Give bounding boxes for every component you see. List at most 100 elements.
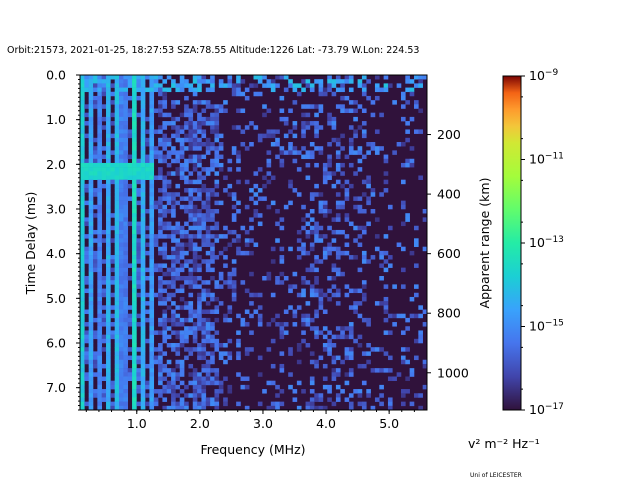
heatmap-cell	[93, 150, 98, 155]
heatmap-cell	[140, 405, 146, 411]
heatmap-cell	[162, 330, 168, 335]
heatmap-cell	[149, 401, 155, 407]
heatmap-cell	[119, 100, 124, 105]
heatmap-cell	[192, 162, 198, 168]
heatmap-cell	[171, 158, 176, 164]
heatmap-cell	[275, 142, 280, 147]
heatmap-cell	[210, 104, 215, 109]
heatmap-cell	[80, 154, 85, 160]
heatmap-cell	[210, 246, 215, 252]
heatmap-cell	[331, 183, 337, 189]
heatmap-cell	[101, 397, 107, 402]
heatmap-cell	[119, 326, 124, 331]
heatmap-cell	[127, 322, 133, 327]
heatmap-cell	[353, 108, 358, 113]
heatmap-cell	[140, 368, 146, 373]
heatmap-cell	[149, 100, 155, 105]
heatmap-cell	[236, 246, 241, 252]
heatmap-cell	[162, 146, 168, 151]
heatmap-cell	[84, 338, 89, 344]
heatmap-cell	[270, 292, 276, 298]
heatmap-cell	[422, 322, 428, 327]
heatmap-cell	[240, 225, 246, 231]
heatmap-cell	[383, 309, 389, 314]
heatmap-cell	[123, 83, 129, 88]
heatmap-cell	[97, 137, 102, 143]
heatmap-cell	[197, 162, 202, 168]
heatmap-cell	[140, 380, 146, 386]
heatmap-cell	[119, 255, 124, 260]
heatmap-cell	[383, 305, 389, 310]
heatmap-cell	[279, 108, 285, 113]
heatmap-cell	[188, 246, 194, 252]
heatmap-cell	[149, 91, 155, 97]
heatmap-cell	[184, 384, 189, 390]
heatmap-cell	[132, 121, 137, 126]
heatmap-cell	[84, 355, 89, 361]
heatmap-cell	[318, 204, 324, 210]
heatmap-cell	[97, 343, 102, 348]
heatmap-cell	[80, 292, 85, 298]
heatmap-cell	[344, 79, 350, 84]
heatmap-cell	[236, 179, 241, 185]
heatmap-cell	[344, 372, 350, 377]
heatmap-cell	[218, 351, 224, 356]
heatmap-cell	[188, 196, 194, 201]
heatmap-cell	[361, 108, 367, 113]
heatmap-cell	[149, 363, 155, 369]
heatmap-cell	[88, 338, 94, 344]
heatmap-cell	[162, 309, 168, 314]
heatmap-cell	[192, 326, 198, 331]
heatmap-cell	[119, 83, 124, 88]
heatmap-cell	[114, 242, 120, 247]
heatmap-cell	[214, 380, 220, 386]
heatmap-cell	[327, 242, 332, 247]
heatmap-cell	[296, 305, 302, 310]
heatmap-cell	[88, 200, 94, 206]
heatmap-cell	[80, 196, 85, 201]
heatmap-cell	[188, 179, 194, 185]
heatmap-cell	[400, 104, 406, 109]
heatmap-cell	[119, 309, 124, 314]
heatmap-cell	[153, 150, 159, 155]
heatmap-cell	[327, 330, 332, 335]
heatmap-cell	[106, 196, 111, 201]
heatmap-cell	[370, 255, 376, 260]
heatmap-cell	[171, 384, 176, 390]
heatmap-cell	[149, 229, 155, 235]
heatmap-cell	[171, 246, 176, 252]
heatmap-cell	[383, 284, 389, 289]
heatmap-cell	[175, 238, 181, 243]
heatmap-cell	[114, 405, 120, 411]
heatmap-cell	[301, 154, 306, 160]
heatmap-cell	[93, 267, 98, 273]
heatmap-cell	[418, 393, 423, 398]
heatmap-cell	[249, 217, 254, 222]
heatmap-cell	[171, 405, 176, 411]
heatmap-cell	[201, 175, 207, 180]
heatmap-cell	[132, 95, 137, 101]
heatmap-cell	[379, 368, 384, 373]
heatmap-cell	[344, 75, 350, 80]
heatmap-cell	[214, 343, 220, 348]
x-tick-label: 5.0	[379, 416, 399, 431]
heatmap-cell	[322, 255, 328, 260]
heatmap-cell	[171, 255, 176, 260]
heatmap-cell	[179, 146, 185, 151]
heatmap-cell	[192, 125, 198, 130]
heatmap-cell	[179, 389, 185, 394]
heatmap-cell	[132, 100, 137, 105]
heatmap-cell	[197, 317, 202, 323]
heatmap-cell	[253, 75, 259, 80]
heatmap-cell	[292, 146, 298, 151]
right-tick-label: 1000	[437, 365, 469, 380]
heatmap-cell	[80, 309, 85, 314]
heatmap-cell	[357, 267, 363, 273]
heatmap-cell	[348, 405, 354, 411]
heatmap-cell	[127, 79, 133, 84]
heatmap-cell	[175, 393, 181, 398]
heatmap-cell	[262, 276, 267, 281]
heatmap-cell	[223, 255, 228, 260]
heatmap-cell	[123, 146, 129, 151]
heatmap-cell	[145, 175, 150, 180]
